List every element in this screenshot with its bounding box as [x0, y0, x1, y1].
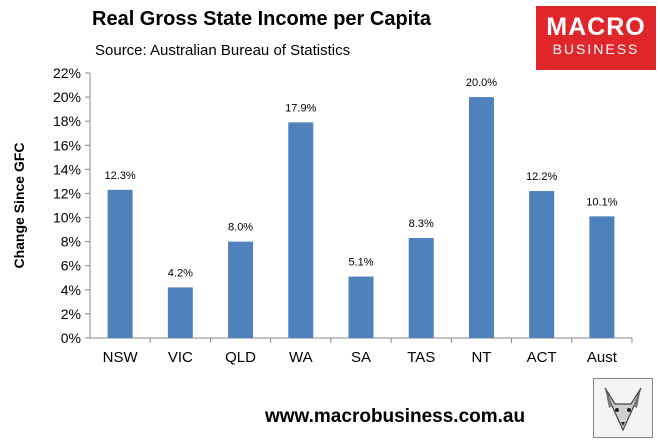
y-tick-label: 2%	[61, 306, 81, 322]
data-label: 17.9%	[285, 102, 316, 114]
data-label: 12.2%	[526, 171, 557, 183]
y-tick-label: 18%	[53, 113, 81, 129]
bar-nsw	[107, 189, 133, 338]
data-label: 4.2%	[168, 267, 193, 279]
data-label: 12.3%	[105, 170, 136, 182]
y-tick-label: 14%	[53, 161, 81, 177]
bar-aust	[589, 216, 615, 338]
data-label: 20.0%	[466, 77, 497, 89]
page-subtitle: Source: Australian Bureau of Statistics	[95, 42, 351, 59]
y-axis-label: Change Since GFC	[11, 142, 27, 268]
y-tick-label: 10%	[53, 210, 81, 226]
y-tick-label: 16%	[53, 137, 81, 153]
bar-tas	[408, 238, 434, 338]
bar-sa	[348, 276, 374, 338]
y-tick-label: 20%	[53, 89, 81, 105]
y-tick-label: 12%	[53, 185, 81, 201]
x-tick-label: NT	[471, 349, 491, 366]
page-title: Real Gross State Income per Capita	[92, 8, 432, 30]
y-tick-label: 8%	[61, 234, 81, 250]
x-tick-label: QLD	[225, 349, 256, 366]
y-tick-label: 0%	[61, 330, 81, 346]
bar-wa	[288, 122, 314, 339]
data-label: 5.1%	[348, 257, 373, 269]
x-tick-label: VIC	[168, 349, 193, 366]
x-tick-label: NSW	[103, 349, 139, 366]
x-tick-label: Aust	[587, 349, 618, 366]
x-tick-label: TAS	[407, 349, 435, 366]
y-tick-label: 4%	[61, 282, 81, 298]
x-tick-label: SA	[351, 349, 371, 366]
bar-nt	[468, 97, 494, 338]
macrobusiness-logo[interactable]: MACRO BUSINESS	[536, 6, 656, 70]
logo-line-2: BUSINESS	[552, 41, 640, 57]
data-label: 10.1%	[586, 196, 617, 208]
website-link[interactable]: www.macrobusiness.com.au	[265, 406, 526, 427]
data-label: 8.3%	[409, 218, 434, 230]
bar-qld	[228, 241, 254, 338]
bar-act	[529, 191, 555, 338]
logo-line-1: MACRO	[546, 13, 646, 41]
y-tick-label: 6%	[61, 258, 81, 274]
bar-vic	[167, 287, 193, 338]
y-tick-label: 22%	[53, 65, 81, 81]
x-tick-label: ACT	[527, 349, 557, 366]
x-tick-label: WA	[289, 349, 313, 366]
data-label: 8.0%	[228, 222, 253, 234]
fox-mascot-icon	[593, 378, 653, 438]
